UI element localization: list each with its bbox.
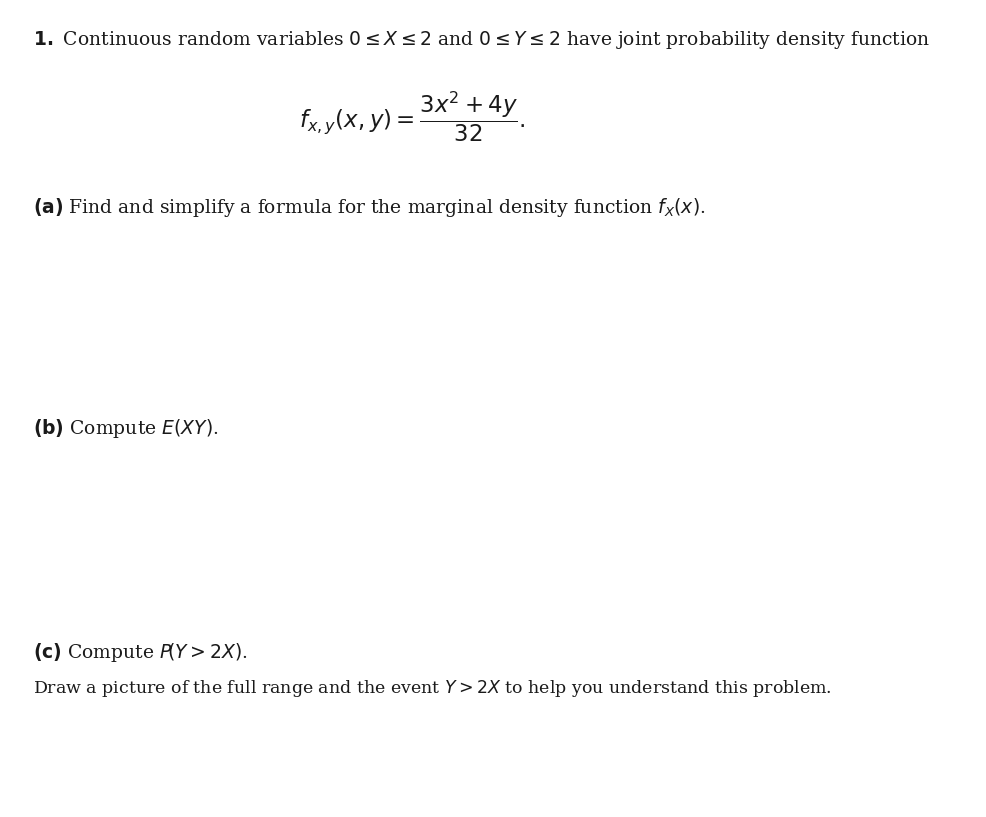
Text: Draw a picture of the full range and the event $Y > 2X$ to help you understand t: Draw a picture of the full range and the… (33, 678, 831, 699)
Text: $\mathbf{(b)}$ Compute $E(XY)$.: $\mathbf{(b)}$ Compute $E(XY)$. (33, 417, 218, 440)
Text: $\mathbf{(a)}$ Find and simplify a formula for the marginal density function $f_: $\mathbf{(a)}$ Find and simplify a formu… (33, 196, 705, 219)
Text: $\mathbf{(c)}$ Compute $P\!\left(Y > 2X\right)$.: $\mathbf{(c)}$ Compute $P\!\left(Y > 2X\… (33, 641, 247, 664)
Text: $f_{x,y}(x, y) = \dfrac{3x^2 + 4y}{32}.$: $f_{x,y}(x, y) = \dfrac{3x^2 + 4y}{32}.$ (299, 90, 525, 145)
Text: $\mathbf{1.}$ Continuous random variables $0 \leq X \leq 2$ and $0 \leq Y \leq 2: $\mathbf{1.}$ Continuous random variable… (33, 29, 929, 51)
